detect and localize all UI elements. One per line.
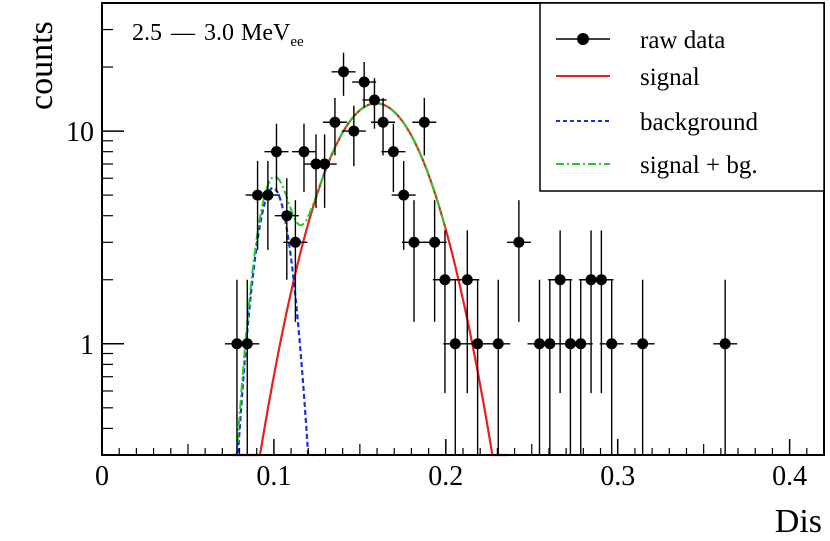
- data-point: [371, 97, 396, 156]
- data-point: [548, 230, 573, 394]
- data-point: [506, 200, 531, 322]
- axis-ticks: 0 0.1 0.2 0.3 0.4 1 10: [66, 2, 808, 492]
- legend: raw data signal background signal + bg.: [539, 2, 825, 192]
- data-point: [352, 61, 377, 108]
- data-marker: [270, 146, 282, 158]
- legend-item-signal: signal: [556, 64, 700, 91]
- raw-data-points: [224, 52, 738, 455]
- data-marker: [358, 76, 370, 88]
- x-tick-label: 0.3: [600, 461, 635, 492]
- data-marker: [348, 125, 360, 137]
- data-point: [527, 279, 552, 455]
- data-marker: [319, 158, 331, 170]
- data-marker: [492, 338, 504, 350]
- data-point: [341, 105, 366, 167]
- y-axis-title: counts: [23, 21, 60, 110]
- data-marker: [329, 116, 341, 128]
- data-marker: [637, 338, 649, 350]
- legend-item-background: background: [556, 109, 759, 136]
- data-point: [224, 279, 249, 455]
- legend-item-raw-data: raw data: [556, 27, 725, 54]
- data-point: [599, 279, 624, 455]
- data-point: [264, 123, 289, 192]
- y-tick-label: 1: [80, 330, 94, 361]
- data-point: [432, 230, 457, 394]
- data-marker: [449, 338, 461, 350]
- data-marker: [554, 274, 566, 286]
- data-point: [283, 200, 308, 322]
- energy-range-label: 2.5—3.0 MeVee: [132, 20, 304, 50]
- legend-label-raw: raw data: [640, 27, 725, 54]
- data-point: [322, 97, 347, 156]
- data-marker: [719, 338, 731, 350]
- data-point: [422, 200, 447, 322]
- data-marker: [606, 338, 618, 350]
- data-marker: [472, 338, 484, 350]
- data-point: [291, 123, 316, 192]
- legend-label-sum: signal + bg.: [640, 152, 758, 179]
- legend-box: [539, 2, 825, 192]
- background-curve: [231, 186, 314, 457]
- data-marker: [513, 236, 525, 248]
- data-point: [381, 123, 406, 192]
- data-point: [255, 160, 280, 250]
- legend-label-signal: signal: [640, 64, 700, 91]
- data-point: [486, 279, 511, 455]
- x-tick-label: 0: [95, 461, 109, 492]
- data-marker: [544, 338, 556, 350]
- data-marker: [387, 146, 399, 158]
- data-point: [391, 160, 416, 250]
- data-marker: [398, 189, 410, 201]
- data-point: [465, 279, 490, 455]
- x-tick-label: 0.4: [772, 461, 807, 492]
- data-marker: [338, 66, 350, 78]
- x-tick-label: 0.2: [428, 461, 463, 492]
- data-marker: [575, 338, 587, 350]
- legend-raw-marker: [577, 33, 589, 45]
- data-marker: [281, 210, 293, 222]
- y-tick-label: 10: [66, 117, 94, 148]
- data-point: [630, 279, 655, 455]
- data-point: [537, 279, 562, 455]
- data-marker: [289, 236, 301, 248]
- x-tick-label: 0.1: [256, 461, 291, 492]
- data-point: [558, 279, 583, 455]
- data-marker: [408, 236, 420, 248]
- data-marker: [368, 94, 380, 106]
- legend-item-sum: signal + bg.: [556, 152, 758, 179]
- data-point: [312, 134, 337, 208]
- data-marker: [439, 274, 451, 286]
- data-point: [245, 160, 270, 250]
- data-marker: [418, 116, 430, 128]
- data-point: [235, 279, 260, 455]
- data-marker: [461, 274, 473, 286]
- data-point: [402, 200, 427, 322]
- data-point: [713, 279, 738, 455]
- data-marker: [241, 338, 253, 350]
- data-point: [331, 52, 356, 96]
- legend-label-background: background: [640, 109, 759, 136]
- data-point: [412, 97, 437, 156]
- data-marker: [262, 189, 274, 201]
- x-axis-title: Dis: [775, 503, 822, 540]
- data-point: [443, 279, 468, 455]
- data-marker: [429, 236, 441, 248]
- data-point: [589, 230, 614, 394]
- data-point: [579, 230, 604, 394]
- data-marker: [377, 116, 389, 128]
- data-marker: [298, 146, 310, 158]
- data-point: [568, 279, 593, 455]
- data-point: [455, 230, 480, 394]
- data-marker: [595, 274, 607, 286]
